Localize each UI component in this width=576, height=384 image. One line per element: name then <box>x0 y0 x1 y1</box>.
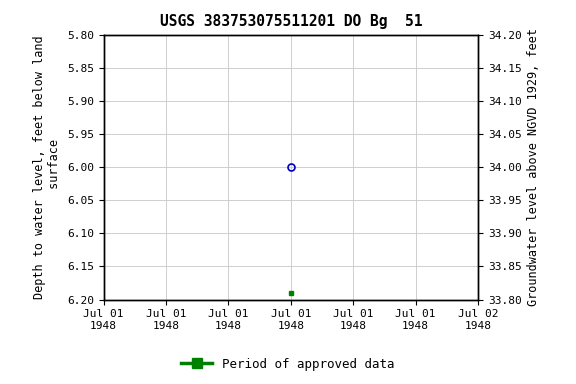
Legend: Period of approved data: Period of approved data <box>176 353 400 376</box>
Y-axis label: Groundwater level above NGVD 1929, feet: Groundwater level above NGVD 1929, feet <box>527 28 540 306</box>
Title: USGS 383753075511201 DO Bg  51: USGS 383753075511201 DO Bg 51 <box>160 14 422 29</box>
Y-axis label: Depth to water level, feet below land
 surface: Depth to water level, feet below land su… <box>33 35 62 299</box>
